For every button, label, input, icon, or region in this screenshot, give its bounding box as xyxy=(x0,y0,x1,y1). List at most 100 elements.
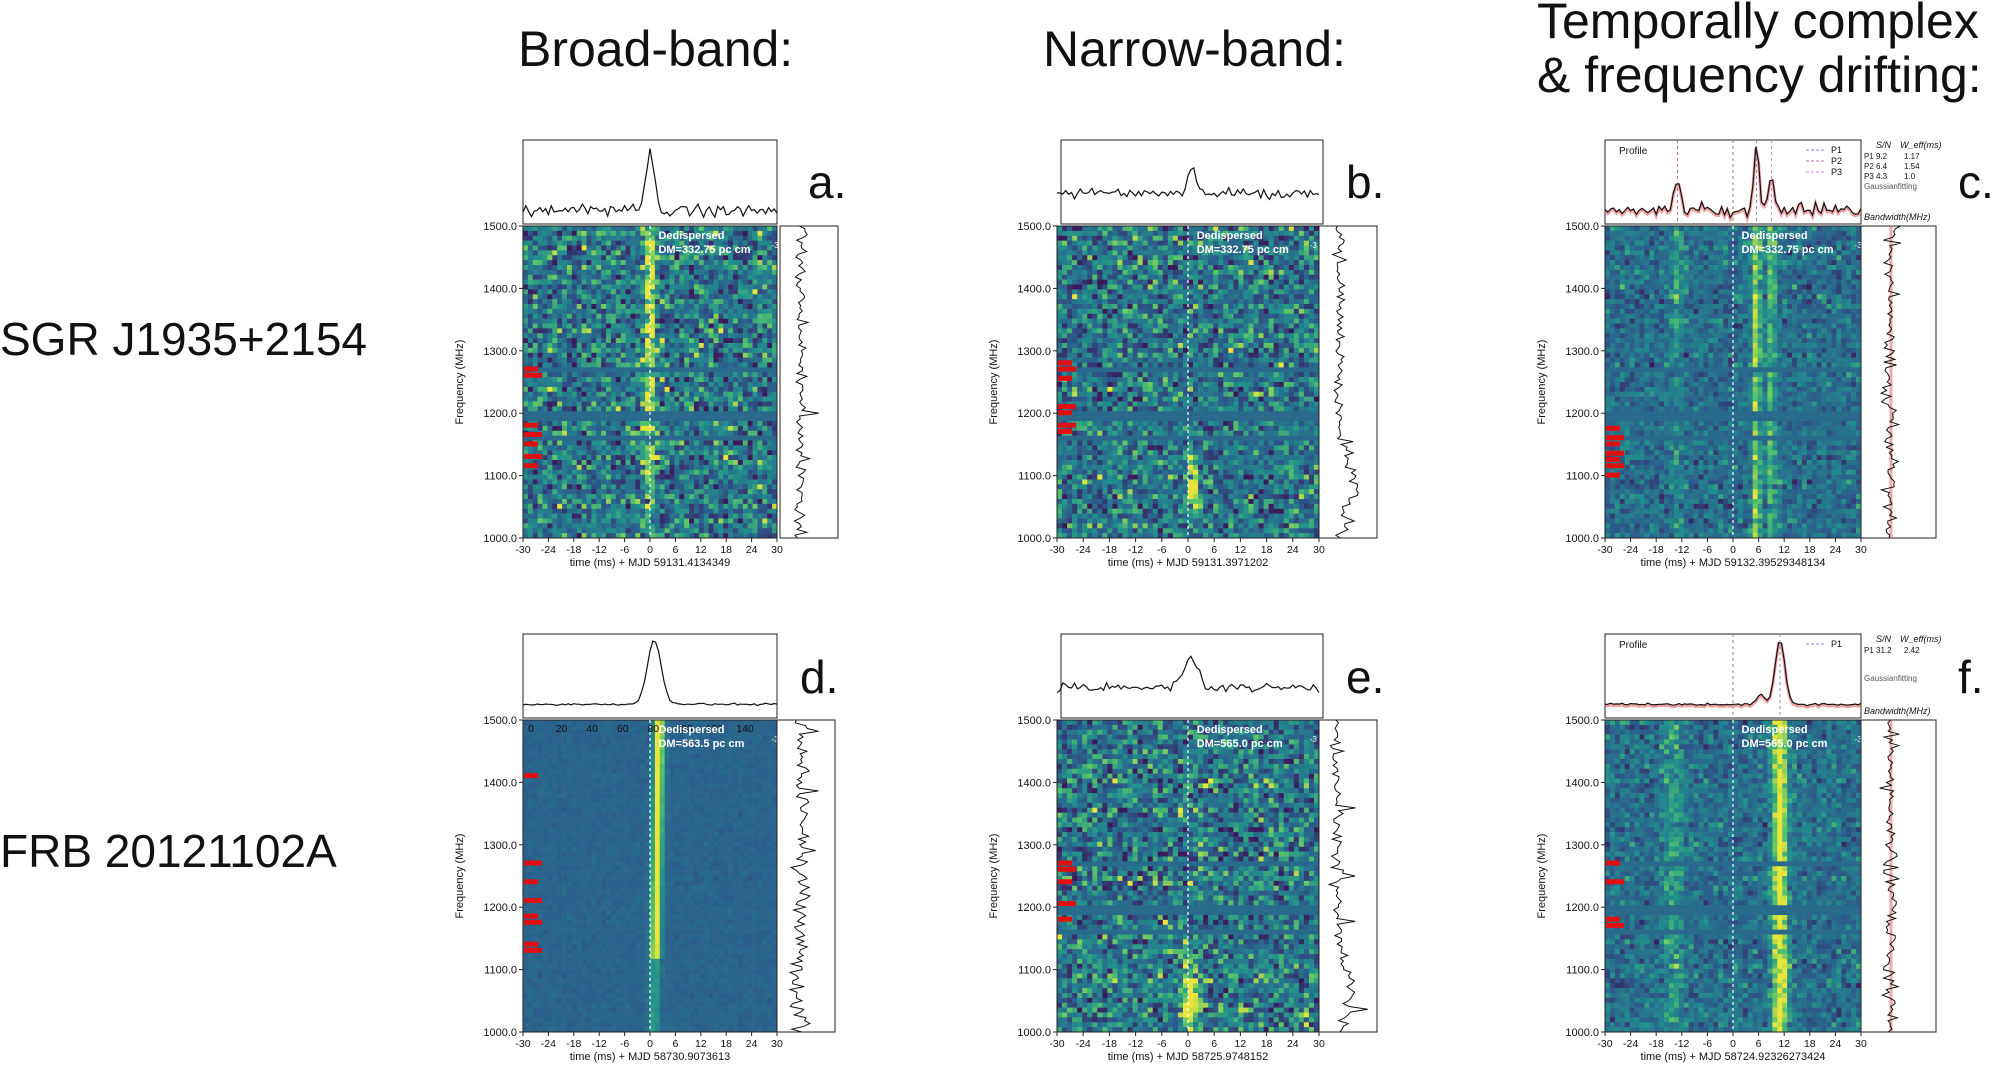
dm-label-a: DM=332.75 pc cm xyxy=(658,244,750,256)
x-tick-label-d: 24 xyxy=(746,1038,758,1050)
x-tick-label-d: 6 xyxy=(672,1038,678,1050)
x-tick-label-c: 12 xyxy=(1778,544,1790,556)
y-tick-label-d: 1000.0 xyxy=(483,1027,517,1039)
flag-marker-c xyxy=(1606,457,1620,462)
x-tick-label-f: -6 xyxy=(1703,1038,1712,1050)
stats-sn-header-c: S/N xyxy=(1876,140,1892,150)
x-tick-label-f: 24 xyxy=(1830,1038,1842,1050)
x-tick-label-a: -30 xyxy=(515,544,530,556)
flag-marker-d xyxy=(524,919,542,925)
y-tick-label-c: 1200.0 xyxy=(1565,408,1599,420)
dm-unit-exp-f: -3 xyxy=(1855,735,1863,744)
heatmap-d xyxy=(523,720,778,1033)
y-tick-label-b: 1400.0 xyxy=(1017,283,1051,295)
dm-unit-exp-a: -3 xyxy=(771,241,779,250)
y-tick-label-b: 1100.0 xyxy=(1018,471,1051,483)
x-tick-label-a: -6 xyxy=(620,544,629,556)
x-tick-label-e: 24 xyxy=(1287,1038,1299,1050)
x-tick-label-e: -6 xyxy=(1157,1038,1166,1050)
heatmap-b xyxy=(1057,226,1320,539)
y-axis-label-b: Frequency (MHz) xyxy=(988,340,1000,425)
x-tick-label-e: 12 xyxy=(1235,1038,1247,1050)
x-tick-label-a: 24 xyxy=(746,544,758,556)
flag-marker-b xyxy=(1058,422,1076,428)
flag-marker-b xyxy=(1058,360,1072,366)
heatmap-c xyxy=(1605,226,1862,539)
flag-marker-b xyxy=(1058,410,1072,416)
dm-unit-exp-e: -3 xyxy=(1310,735,1318,744)
legend-label-P3: P3 xyxy=(1831,167,1842,177)
stats-sn-P1: P1 9.2 xyxy=(1864,152,1888,161)
flag-marker-b xyxy=(1058,366,1076,372)
y-tick-label-e: 1100.0 xyxy=(1018,965,1051,977)
x-axis-label-d: time (ms) + MJD 58730.9073613 xyxy=(570,1051,731,1063)
x-tick-label-d: -24 xyxy=(541,1038,556,1050)
flag-marker-e xyxy=(1058,916,1072,922)
dedispersed-label-d: Dedispersed xyxy=(658,724,724,736)
heatmap-e xyxy=(1057,720,1320,1033)
top-tick-label-d: 80 xyxy=(647,723,659,735)
top-tick-label-d: 60 xyxy=(617,723,629,735)
x-tick-label-b: -18 xyxy=(1102,544,1117,556)
x-tick-label-f: 6 xyxy=(1756,1038,1762,1050)
x-tick-label-a: 0 xyxy=(647,544,653,556)
y-tick-label-e: 1300.0 xyxy=(1017,840,1051,852)
stats-sn-P3: P3 4.3 xyxy=(1864,172,1888,181)
x-tick-label-f: -18 xyxy=(1649,1038,1664,1050)
y-tick-label-c: 1000.0 xyxy=(1565,533,1599,545)
flag-marker-f xyxy=(1606,922,1624,928)
stats-sn-P2: P2 6.4 xyxy=(1864,162,1888,171)
bandwidth-label-f: Bandwidth(MHz) xyxy=(1864,706,1931,716)
y-tick-label-f: 1100.0 xyxy=(1566,965,1599,977)
x-tick-label-e: -18 xyxy=(1102,1038,1117,1050)
y-tick-label-d: 1500.0 xyxy=(483,715,517,727)
flag-marker-f xyxy=(1606,916,1620,922)
panel-letter-a: a. xyxy=(808,155,846,209)
y-tick-label-a: 1000.0 xyxy=(483,533,517,545)
flag-marker-a xyxy=(524,422,538,428)
spectrum-frame-e xyxy=(1318,719,1378,1033)
y-tick-label-d: 1400.0 xyxy=(483,777,517,789)
top-tick-label-d: 140 xyxy=(736,723,754,735)
flag-marker-c xyxy=(1606,472,1620,478)
stats-weff-P3: 1.0 xyxy=(1904,172,1916,181)
profile-line-d xyxy=(522,640,778,707)
x-tick-label-a: 12 xyxy=(695,544,707,556)
flag-marker-e xyxy=(1058,879,1072,885)
flag-marker-d xyxy=(524,941,538,947)
dm-label-c: DM=332.75 pc cm xyxy=(1742,244,1834,256)
profile-label-c: Profile xyxy=(1619,146,1648,157)
flag-marker-c xyxy=(1606,450,1624,456)
y-tick-label-c: 1500.0 xyxy=(1565,221,1599,233)
x-tick-label-f: 30 xyxy=(1855,1038,1867,1050)
x-tick-label-e: 18 xyxy=(1261,1038,1273,1050)
stats-weff-P1: 2.42 xyxy=(1904,646,1920,655)
profile-frame-d xyxy=(522,633,778,719)
x-tick-label-f: 0 xyxy=(1730,1038,1736,1050)
stats-weff-P1: 1.17 xyxy=(1904,152,1920,161)
flag-marker-c xyxy=(1606,441,1620,447)
x-tick-label-a: 18 xyxy=(720,544,732,556)
flag-marker-e xyxy=(1058,901,1076,907)
x-tick-label-b: -6 xyxy=(1157,544,1166,556)
profile-line-f xyxy=(1604,642,1862,707)
y-tick-label-e: 1400.0 xyxy=(1017,777,1051,789)
y-axis-label-c: Frequency (MHz) xyxy=(1536,340,1548,425)
x-tick-label-e: 30 xyxy=(1313,1038,1325,1050)
x-tick-label-d: 0 xyxy=(647,1038,653,1050)
y-tick-label-a: 1500.0 xyxy=(483,221,517,233)
profile-line-e xyxy=(1056,655,1320,694)
x-tick-label-b: -24 xyxy=(1076,544,1091,556)
dedispersed-label-c: Dedispersed xyxy=(1742,230,1808,242)
y-tick-label-b: 1200.0 xyxy=(1017,408,1051,420)
panel-letter-c: c. xyxy=(1958,155,1994,209)
row-label-sgr: SGR J1935+2154 xyxy=(0,312,367,366)
panel-letter-e: e. xyxy=(1346,650,1384,704)
x-axis-label-e: time (ms) + MJD 58725.9748152 xyxy=(1108,1051,1269,1063)
flag-marker-c xyxy=(1606,435,1624,441)
flag-marker-d xyxy=(524,773,538,779)
y-tick-label-f: 1400.0 xyxy=(1565,777,1599,789)
